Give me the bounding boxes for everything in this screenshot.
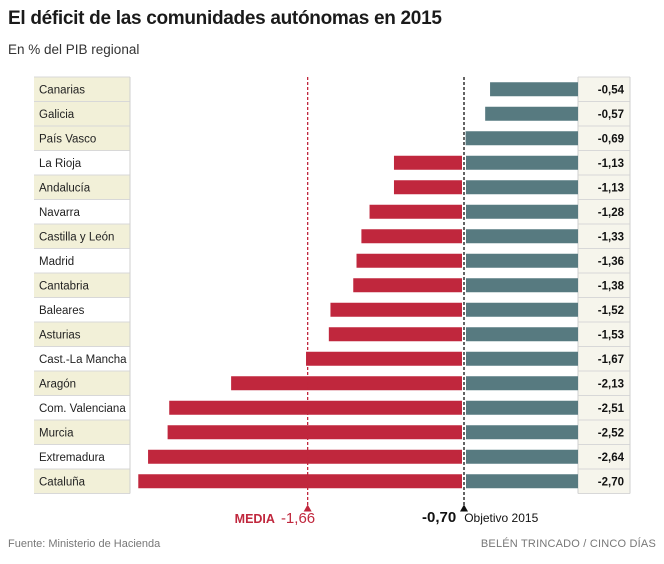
label-row-band [34, 273, 130, 298]
category-label: Murcia [39, 427, 74, 439]
value-label: -0,57 [598, 109, 624, 121]
bar-2 [465, 131, 578, 146]
category-label: Cast.-La Mancha [39, 354, 127, 366]
bar-15-excess [148, 449, 463, 464]
value-label: -1,13 [598, 158, 624, 170]
bar-12-within-target [466, 376, 578, 391]
value-label: -2,51 [598, 403, 625, 415]
media-label-text: MEDIA [234, 512, 275, 526]
bar-13-excess [169, 400, 462, 415]
bar-14-within-target [466, 425, 578, 440]
value-label: -1,52 [598, 305, 624, 317]
value-label: -2,52 [598, 427, 624, 439]
value-label: -1,13 [598, 182, 624, 194]
value-label: -2,64 [598, 452, 625, 464]
value-label: -1,67 [598, 354, 624, 366]
media-value: -1,66 [280, 510, 316, 527]
reference-marker-media [303, 504, 312, 512]
category-label: Galicia [39, 109, 75, 121]
chart-subtitle: En % del PIB regional [8, 42, 140, 57]
bar-13-within-target [466, 400, 578, 415]
value-label: -1,38 [598, 280, 625, 292]
bar-16-within-target [466, 474, 578, 489]
bar-0 [490, 82, 578, 97]
bar-8-within-target [466, 278, 578, 293]
objective-value: -0,70 [422, 509, 457, 526]
bar-1 [485, 106, 578, 121]
category-label: Cantabria [39, 280, 89, 292]
bar-10-within-target [466, 327, 578, 342]
chart-title: El déficit de las comunidades autónomas … [8, 8, 442, 29]
category-label: Com. Valenciana [39, 403, 126, 415]
value-label: -0,54 [598, 84, 625, 96]
bar-5-excess [369, 204, 462, 219]
bar-7-excess [356, 253, 462, 268]
category-label: Andalucía [39, 182, 91, 194]
category-label: País Vasco [39, 133, 96, 145]
bar-4-excess [393, 180, 462, 195]
objective-label-text: Objetivo 2015 [464, 511, 539, 525]
label-row-band [34, 175, 130, 200]
category-label: Baleares [39, 305, 85, 317]
bar-11-within-target [466, 351, 578, 366]
value-label: -1,36 [598, 256, 624, 268]
value-label: -0,69 [598, 133, 624, 145]
label-row-band [34, 371, 130, 396]
value-label: -2,13 [598, 378, 624, 390]
bar-15-within-target [466, 449, 578, 464]
category-label: Extremadura [39, 452, 105, 464]
bar-9-within-target [466, 302, 578, 317]
bar-7-within-target [466, 253, 578, 268]
credit-note: BELÉN TRINCADO / CINCO DÍAS [480, 538, 656, 550]
bar-6-excess [361, 229, 462, 244]
bar-3-excess [393, 155, 462, 170]
category-label: Castilla y León [39, 231, 114, 243]
reference-marker-objetivo [460, 504, 468, 512]
bar-10-excess [328, 327, 462, 342]
source-note: Fuente: Ministerio de Hacienda [8, 538, 161, 550]
bar-12-excess [231, 376, 462, 391]
label-band-top [34, 77, 130, 151]
category-label: Asturias [39, 329, 81, 341]
value-label: -1,53 [598, 329, 624, 341]
bar-6-within-target [466, 229, 578, 244]
label-row-band [34, 224, 130, 249]
category-label: La Rioja [39, 158, 82, 170]
category-label: Canarias [39, 84, 85, 96]
value-label: -1,33 [598, 231, 624, 243]
bar-3-within-target [466, 155, 578, 170]
bar-14-excess [167, 425, 462, 440]
value-column-band [578, 77, 630, 494]
media-label: MEDIA -1,66 [235, 510, 315, 527]
objective-label: -0,70 Objetivo 2015 [422, 509, 538, 527]
category-label: Aragón [39, 378, 76, 390]
label-row-band [34, 420, 130, 445]
bar-8-excess [353, 278, 462, 293]
bar-9-excess [330, 302, 462, 317]
category-label: Madrid [39, 256, 74, 268]
bar-4-within-target [466, 180, 578, 195]
bar-16-excess [138, 474, 463, 489]
category-label: Navarra [39, 207, 81, 219]
bar-5-within-target [466, 204, 578, 219]
value-label: -2,70 [598, 476, 624, 488]
label-row-band [34, 322, 130, 347]
category-label: Cataluña [39, 476, 86, 488]
value-label: -1,28 [598, 207, 625, 219]
label-row-band [34, 469, 130, 494]
bar-11-excess [306, 351, 462, 366]
